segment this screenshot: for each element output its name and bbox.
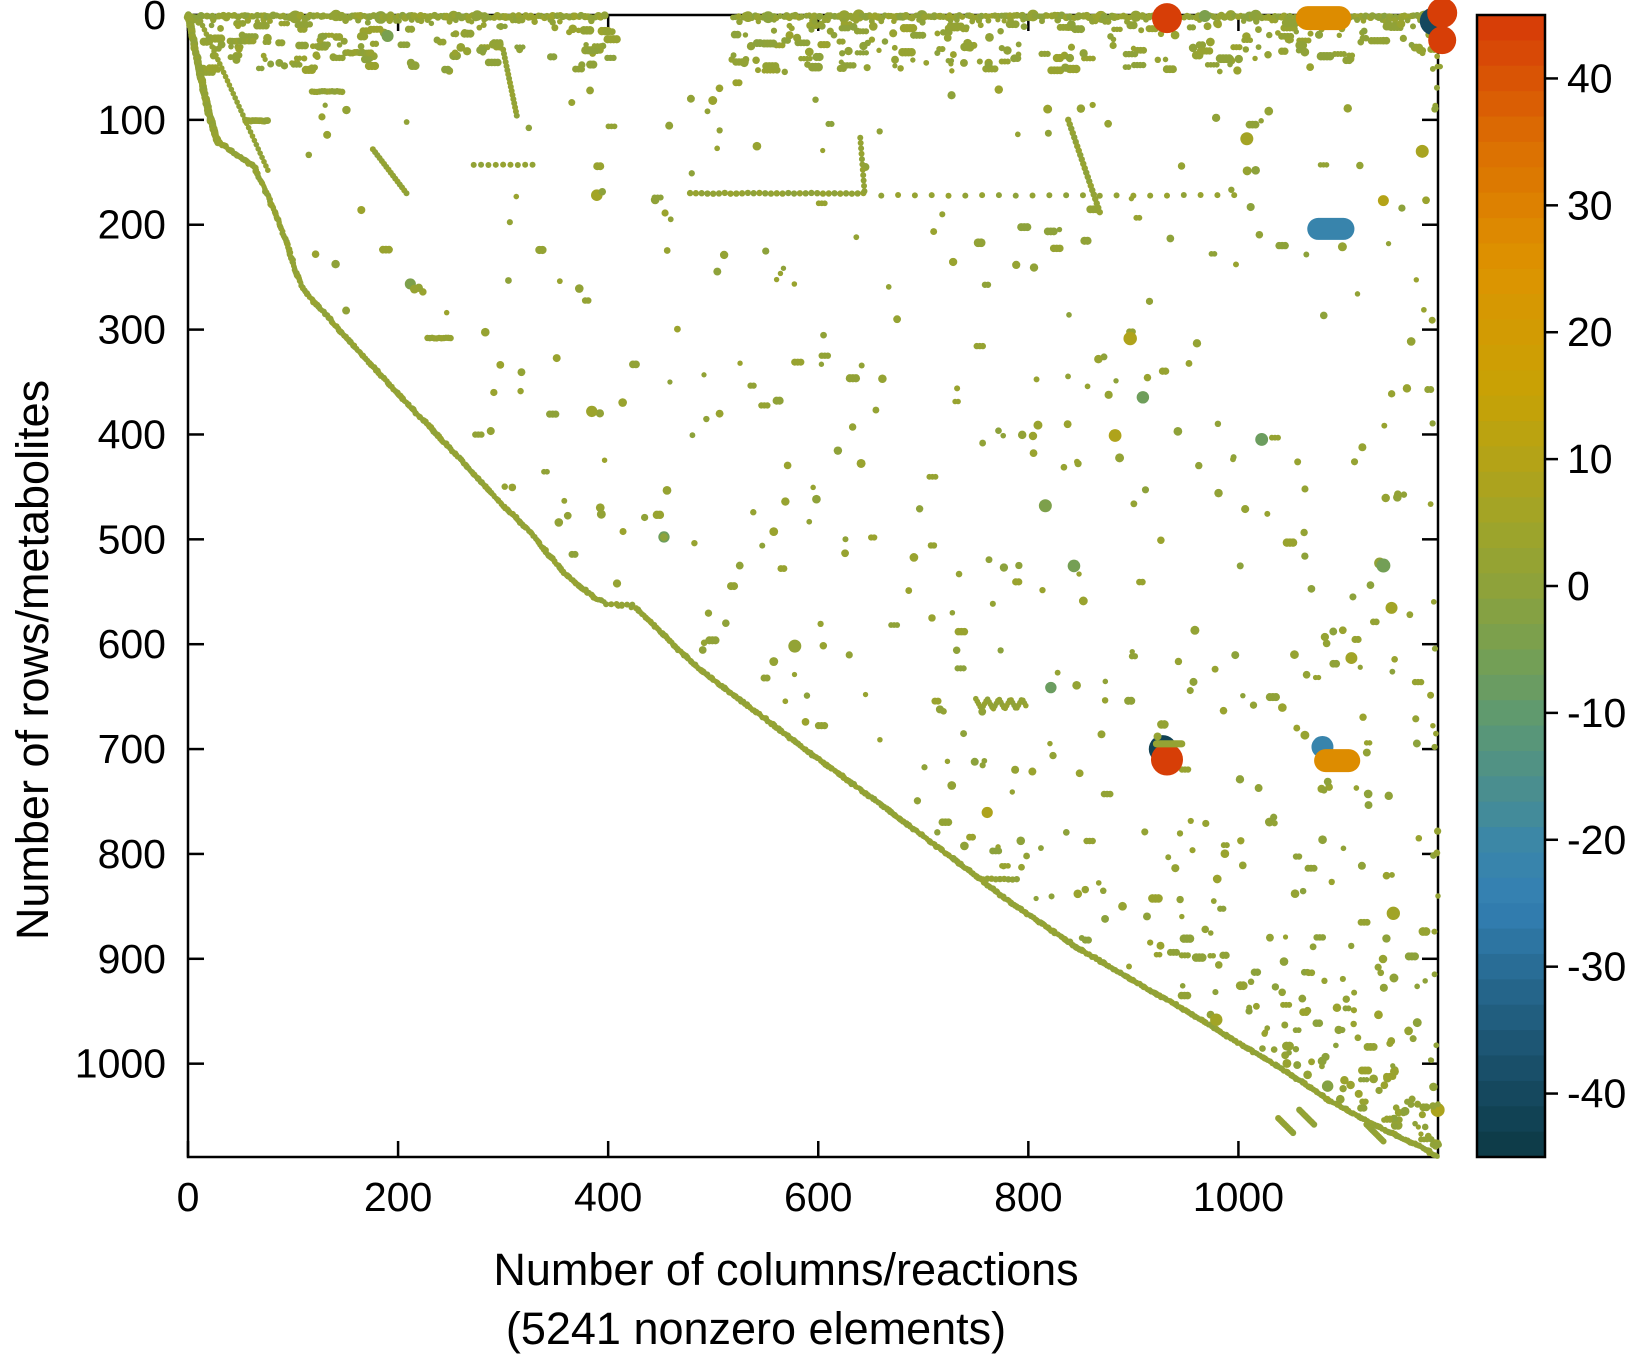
colorbar-tick-label: -30	[1567, 944, 1625, 990]
colorbar-tick-label: 10	[1567, 436, 1613, 482]
colorbar-band	[1477, 15, 1545, 42]
y-tick-label: 1000	[75, 1041, 166, 1087]
y-tick-label: 400	[98, 411, 166, 457]
x-tick-label: 1000	[1193, 1174, 1284, 1220]
colorbar-band	[1477, 928, 1545, 955]
y-tick-label: 200	[98, 202, 166, 248]
colorbar-band	[1477, 471, 1545, 499]
x-tick-label: 400	[574, 1174, 642, 1220]
special-pill	[1152, 740, 1186, 748]
colorbar-band	[1477, 91, 1545, 118]
colorbar-tick-label: -10	[1567, 690, 1625, 736]
colorbar-band	[1477, 522, 1545, 549]
colorbar-tick-label: -20	[1567, 817, 1625, 863]
colorbar-band	[1477, 1106, 1545, 1133]
colorbar-tick-label: 30	[1567, 182, 1613, 228]
colorbar-band	[1477, 65, 1545, 93]
colorbar-band	[1477, 141, 1545, 169]
colorbar-tick-label: 20	[1567, 309, 1613, 355]
colorbar-band	[1477, 319, 1545, 346]
special-value-markers	[381, 0, 1458, 776]
colorbar-band	[1477, 243, 1545, 270]
special-pill	[1295, 6, 1352, 31]
colorbar-band	[1477, 953, 1545, 981]
colorbar-band	[1477, 1030, 1545, 1057]
colorbar-tick-label: 40	[1567, 55, 1613, 101]
colorbar-band	[1477, 547, 1545, 575]
special-dot	[1377, 195, 1389, 207]
x-tick-label: 0	[177, 1174, 200, 1220]
colorbar-band	[1477, 1004, 1545, 1032]
matrix-nonzero-dots	[183, 9, 1451, 1159]
y-axis-label: Number of rows/metabolites	[7, 380, 58, 940]
colorbar-band	[1477, 497, 1545, 524]
colorbar-band	[1477, 167, 1545, 194]
colorbar-band	[1477, 979, 1545, 1006]
colorbar-band	[1477, 192, 1545, 220]
special-dot	[1415, 144, 1429, 158]
y-tick-label: 800	[98, 831, 166, 877]
special-dot	[381, 29, 394, 42]
colorbar-band	[1477, 344, 1545, 372]
colorbar-tick-label: -40	[1567, 1071, 1625, 1117]
colorbar-band	[1477, 776, 1545, 803]
colorbar-band	[1477, 624, 1545, 651]
colorbar-band	[1477, 700, 1545, 727]
colorbar-band	[1477, 598, 1545, 626]
colorbar-band	[1477, 40, 1545, 67]
x-tick-label: 800	[994, 1174, 1062, 1220]
colorbar-band	[1477, 421, 1545, 448]
generated-chart-layer: 0 200 400 600 800 100001002003004005006007008…	[75, 0, 1625, 1220]
special-dot	[1153, 732, 1162, 741]
colorbar-band	[1477, 1131, 1545, 1158]
colorbar-tick-label: 0	[1567, 563, 1590, 609]
special-dot	[1337, 242, 1347, 252]
y-tick-label: 700	[98, 726, 166, 772]
x-axis-label: Number of columns/reactions	[493, 1244, 1078, 1295]
colorbar-band	[1477, 370, 1545, 397]
y-tick-label: 300	[98, 307, 166, 353]
y-tick-label: 900	[98, 936, 166, 982]
special-dot	[1427, 0, 1458, 28]
colorbar-band	[1477, 903, 1545, 930]
colorbar: 40 30 20 10 0 -10 -20 -30 -40	[1475, 13, 1625, 1159]
colorbar-band	[1477, 446, 1545, 473]
colorbar-band	[1477, 649, 1545, 676]
special-pill	[1307, 217, 1355, 240]
special-dot	[1151, 3, 1182, 34]
colorbar-band	[1477, 877, 1545, 905]
colorbar-band	[1477, 116, 1545, 143]
special-dot	[1240, 132, 1254, 146]
colorbar-band	[1477, 573, 1545, 600]
special-dot	[1428, 26, 1457, 55]
colorbar-band	[1477, 218, 1545, 245]
colorbar-band	[1477, 750, 1545, 778]
special-dot	[1198, 10, 1211, 23]
colorbar-band	[1477, 674, 1545, 702]
x-axis-note: (5241 nonzero elements)	[506, 1303, 1006, 1354]
colorbar-band	[1477, 294, 1545, 321]
colorbar-band	[1477, 1055, 1545, 1082]
colorbar-band	[1477, 827, 1545, 854]
y-tick-label: 0	[143, 0, 166, 38]
special-dot	[1376, 558, 1391, 573]
axes: 0 200 400 600 800 1000 0 100 200 300 400 500 600 700 8…	[75, 0, 1440, 1220]
colorbar-band	[1477, 725, 1545, 752]
colorbar-band	[1477, 1080, 1545, 1108]
colorbar-band	[1477, 852, 1545, 879]
colorbar-band	[1477, 268, 1545, 296]
y-tick-label: 600	[98, 621, 166, 667]
y-tick-label: 100	[98, 97, 166, 143]
special-pill	[1314, 749, 1361, 773]
x-tick-label: 600	[784, 1174, 852, 1220]
colorbar-band	[1477, 801, 1545, 829]
special-dot	[1150, 743, 1183, 776]
x-tick-label: 200	[364, 1174, 432, 1220]
y-tick-label: 500	[98, 516, 166, 562]
colorbar-band	[1477, 395, 1545, 423]
